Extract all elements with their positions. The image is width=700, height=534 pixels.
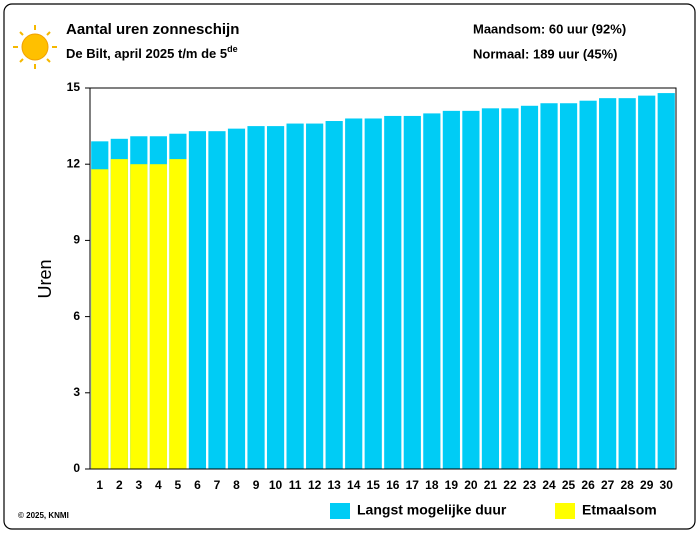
chart-title: Aantal uren zonneschijn [66,21,239,38]
bar [540,103,558,470]
y-tick-label: 0 [73,461,80,475]
y-tick-label: 3 [73,385,80,399]
legend-label: Etmaalsom [582,502,657,518]
footer: © 2025, KNMI [18,511,69,520]
bar [364,118,382,469]
bar [110,159,128,469]
bar [501,108,519,469]
bar [618,98,636,469]
bar [559,103,578,470]
x-tick-label: 27 [601,478,615,492]
subtitle: De Bilt, april 2025 t/m de 5 [66,46,227,61]
x-tick-label: 14 [347,478,361,492]
y-axis-label: Uren [35,259,55,298]
bar [306,123,324,469]
x-tick-label: 4 [155,478,162,492]
bar [325,121,343,470]
x-tick-label: 28 [620,478,634,492]
x-tick-label: 10 [269,478,283,492]
bar [345,118,363,469]
x-tick-label: 12 [308,478,322,492]
plot-area [90,88,676,469]
x-tick-label: 5 [175,478,182,492]
x-tick-label: 20 [464,478,478,492]
x-tick-label: 25 [562,478,576,492]
x-tick-label: 17 [406,478,420,492]
plot-border [89,87,677,470]
bar [520,105,539,469]
bar [462,110,480,470]
y-tick-label: 9 [73,233,80,247]
bar [91,169,109,469]
y-tick-label: 15 [67,80,81,94]
x-tick-label: 6 [194,478,201,492]
x-tick-label: 26 [581,478,595,492]
y-tick-label: 6 [73,309,80,323]
legend-label: Langst mogelijke duur [357,502,507,518]
bar [481,108,500,469]
x-tick-label: 24 [542,478,556,492]
annotation: Normaal: 189 uur (45%) [473,46,618,61]
bar [442,110,460,470]
bar [657,93,675,469]
sun-icon [13,25,57,69]
bar [188,131,207,469]
x-tick-label: 7 [214,478,221,492]
x-tick-label: 1 [96,478,103,492]
subtitle-sup: de [227,44,238,54]
x-tick-label: 13 [327,478,341,492]
bar [384,115,402,469]
x-tick-label: 3 [135,478,142,492]
bar [579,100,597,469]
x-tick-label: 11 [289,478,302,492]
bar [599,98,617,469]
x-tick-label: 22 [503,478,517,492]
x-tick-label: 9 [253,478,260,492]
bar [149,164,167,469]
bar [403,115,421,469]
bar [247,126,265,469]
annotation: Maandsom: 60 uur (92%) [473,21,626,36]
legend-swatch [555,503,575,519]
x-tick-label: 15 [367,478,381,492]
x-tick-label: 30 [660,478,674,492]
bar [169,159,187,469]
x-tick-label: 21 [484,478,498,492]
bar [208,131,226,469]
x-tick-label: 23 [523,478,537,492]
bar [227,128,246,469]
chart-subtitle: De Bilt, april 2025 t/m de 5de [66,44,238,61]
x-tick-label: 2 [116,478,123,492]
legend-swatch [330,503,350,519]
x-tick-label: 19 [445,478,459,492]
bar [286,123,304,469]
bar [638,95,656,470]
y-tick-label: 12 [67,156,81,170]
bar [130,164,148,469]
x-tick-label: 8 [233,478,240,492]
x-tick-label: 29 [640,478,654,492]
bar [423,113,441,470]
x-tick-label: 16 [386,478,400,492]
x-tick-label: 18 [425,478,439,492]
bar [266,126,285,469]
